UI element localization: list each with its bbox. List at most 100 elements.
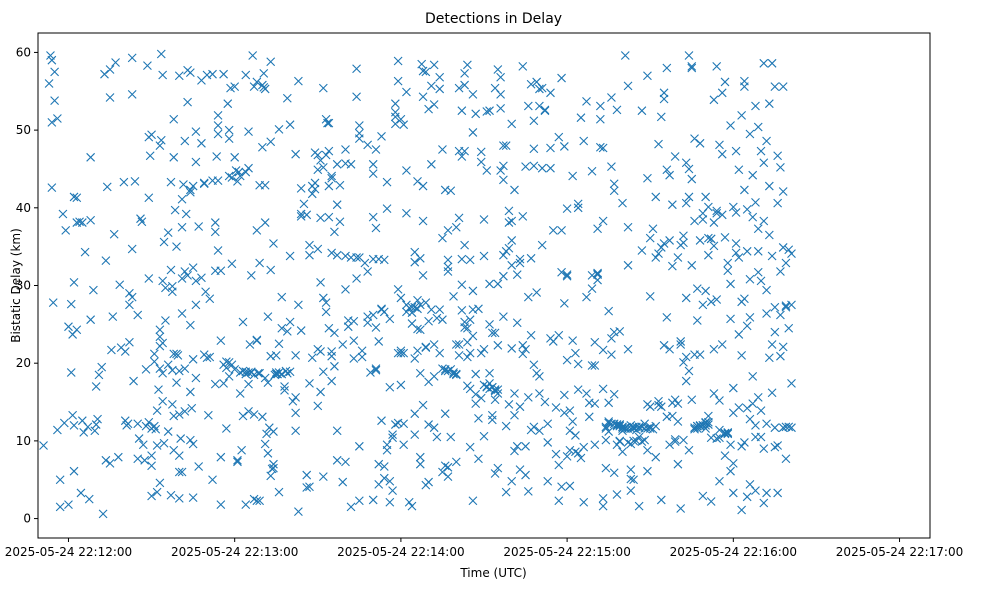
data-point [388,430,397,440]
data-point [396,348,406,358]
data-point [535,389,544,398]
data-point [554,460,564,470]
data-point [770,82,780,91]
data-point [201,287,210,297]
data-point [138,440,148,450]
data-point [188,439,198,449]
data-point [382,445,392,455]
data-point [526,330,536,340]
data-point [238,411,248,421]
data-point [158,276,168,286]
data-point [460,240,469,250]
data-point [659,340,669,350]
data-point [285,251,295,261]
data-point [371,364,381,374]
data-point [174,493,184,503]
data-point [568,171,578,181]
data-point [357,346,367,356]
data-point [529,116,539,126]
data-point [435,305,445,314]
data-point [443,267,453,276]
y-tick-label: 50 [16,123,31,137]
data-point [332,455,342,465]
data-point [742,403,752,413]
data-point [462,60,472,70]
data-point [413,346,422,356]
data-point [543,438,553,447]
data-point [778,342,788,352]
data-point [177,274,187,283]
data-point [237,445,246,455]
data-point [640,419,650,429]
x-tick-label: 2025-05-24 22:16:00 [670,545,797,559]
data-point [731,248,741,258]
data-point [684,366,694,376]
data-point [462,323,472,333]
data-point [728,488,738,498]
data-point [670,152,680,161]
data-point [294,76,303,86]
data-point [715,476,724,486]
data-point [471,369,481,379]
data-point [496,72,506,82]
data-point [687,395,697,405]
data-point [321,307,331,317]
data-point [756,432,766,442]
data-point [701,192,711,202]
data-point [169,114,179,124]
data-point [706,497,716,506]
data-point [504,206,514,216]
data-point [604,306,614,316]
data-point [756,146,766,156]
data-point [778,82,788,91]
data-point [144,417,154,427]
data-point [410,409,420,419]
data-point [72,193,82,203]
data-point [407,302,417,312]
data-point [134,434,144,443]
data-point [147,451,156,461]
data-point [291,149,301,159]
data-point [667,200,677,210]
data-point [590,399,600,408]
data-point [221,357,231,367]
data-point [305,379,314,388]
data-point [152,487,162,497]
data-point [499,141,508,151]
data-point [634,501,644,511]
data-point [507,119,517,129]
data-point [396,380,406,390]
data-point [601,435,611,445]
data-point [698,491,708,501]
data-point [681,352,691,362]
data-point [537,163,547,173]
data-point [684,445,694,455]
data-point [177,309,187,318]
data-point [462,352,472,362]
data-point [703,417,713,427]
data-point [327,376,337,386]
data-point [737,441,747,451]
data-point [371,145,381,154]
data-point [216,452,226,462]
data-point [191,276,201,286]
data-point [305,250,314,260]
data-point [231,166,241,175]
data-point [341,457,350,467]
x-tick-label: 2025-05-24 22:15:00 [503,545,630,559]
data-point [58,209,68,219]
data-point [787,249,796,259]
data-point [310,178,320,188]
data-point [125,337,134,347]
data-point [659,239,669,248]
data-point [762,488,771,498]
data-point [368,495,378,505]
data-point [438,315,447,325]
data-point [69,192,79,202]
data-point [426,305,436,314]
data-point [751,486,760,495]
data-point [390,107,400,117]
data-point [415,452,425,462]
data-point [385,497,395,507]
